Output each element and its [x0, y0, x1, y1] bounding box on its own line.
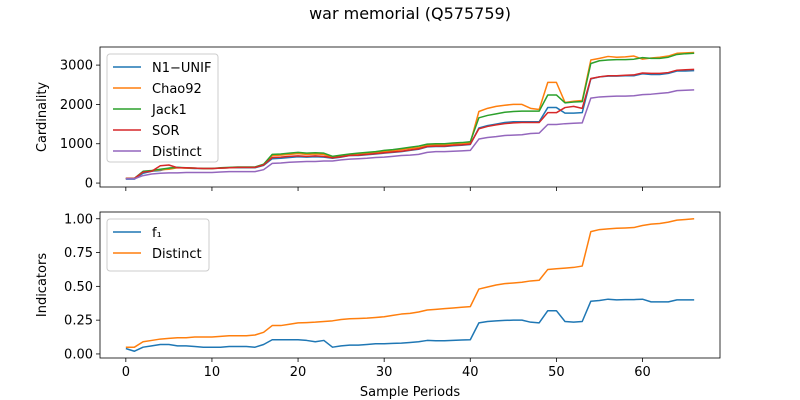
y-tick-label-1-4: 1.00: [64, 212, 93, 227]
series-line-1-0: [125, 298, 695, 352]
series-line-0-4: [125, 89, 695, 180]
y-axis-label-0: Cardinality: [35, 82, 50, 153]
legend-label-0-2: Jack1: [151, 103, 187, 118]
indicators-panel: 0 10 20 30 40 50 60 0.00 0.25 0.50 0.75 1.00 Indicat…: [35, 211, 721, 380]
x-tick-label-0: 0: [122, 365, 130, 380]
legend-box-0: [106, 53, 219, 163]
legend-label-0-0: N1−UNIF: [152, 61, 211, 76]
y-tick-label-0-1: 1000: [60, 137, 93, 152]
x-axis-label: Sample Periods: [360, 385, 460, 400]
y-tick-label-1-0: 0.00: [64, 347, 93, 362]
axes-frame-1: [99, 211, 721, 359]
y-tick-label-0-3: 3000: [60, 59, 93, 74]
legend-label-0-1: Chao92: [152, 82, 202, 97]
series-line-0-3: [125, 68, 695, 180]
y-tick-label-1-3: 0.75: [64, 246, 93, 261]
legend-label-1-1: Distinct: [152, 247, 202, 262]
x-tick-label-2: 20: [290, 365, 307, 380]
y-tick-label-0-2: 2000: [60, 98, 93, 113]
axes-frame-0: [99, 46, 721, 188]
x-tick-label-1: 10: [204, 365, 221, 380]
x-tick-label-4: 40: [462, 365, 479, 380]
cardinality-panel: 0 1000 2000 3000 Cardinality N1−UNIF Chao92 Jac…: [35, 46, 721, 192]
y-axis-label-1: Indicators: [35, 253, 50, 317]
chart-title: war memorial (Q575759): [309, 4, 511, 23]
x-tick-label-3: 30: [376, 365, 393, 380]
legend-label-1-0: f₁: [152, 226, 162, 241]
y-tick-label-1-1: 0.25: [64, 314, 93, 329]
series-line-1-1: [125, 218, 695, 348]
x-tick-label-6: 60: [634, 365, 651, 380]
y-tick-label-0-0: 0: [85, 177, 93, 192]
legend-label-0-4: Distinct: [152, 145, 202, 160]
legend-label-0-3: SOR: [152, 124, 180, 139]
x-tick-label-5: 50: [548, 365, 565, 380]
y-tick-label-1-2: 0.50: [64, 280, 93, 295]
